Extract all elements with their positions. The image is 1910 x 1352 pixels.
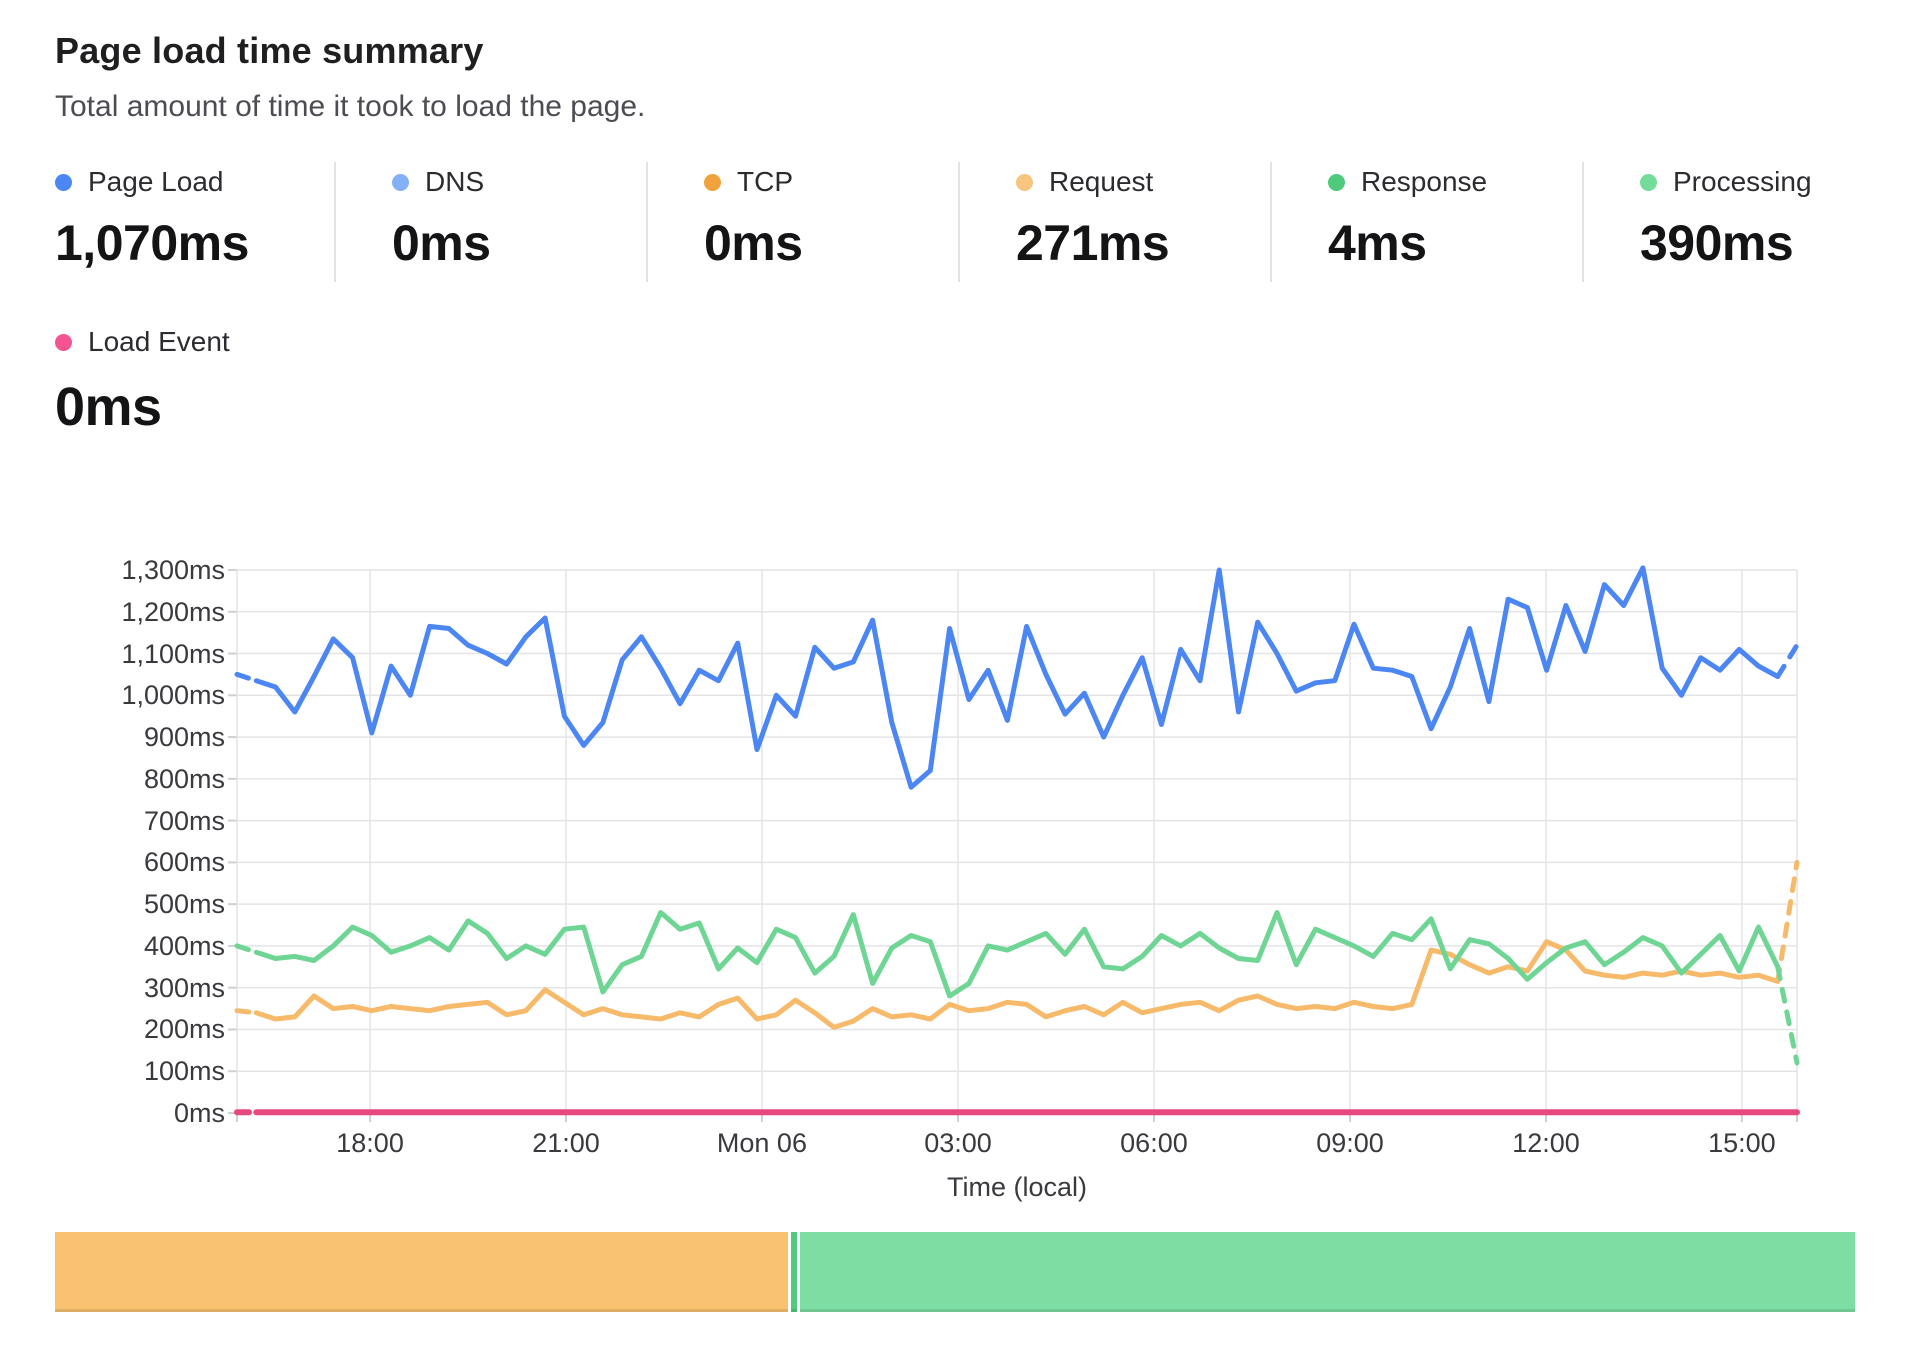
legend-stat-tcp[interactable]: TCP 0ms (646, 162, 958, 282)
y-tick-label: 600ms (143, 847, 225, 878)
chart-plot-area[interactable] (228, 565, 1800, 1122)
bar-segment-response-share (790, 1232, 797, 1312)
legend-stats-row-2: Load Event 0ms (55, 322, 1910, 448)
bar-segment-request-share (55, 1232, 788, 1312)
x-tick-label: 06:00 (1120, 1128, 1188, 1158)
x-tick-label: Mon 06 (716, 1128, 807, 1158)
load-event-dot (55, 333, 72, 351)
x-tick-label: 12:00 (1512, 1128, 1580, 1158)
y-tick-label: 1,300ms (121, 555, 225, 585)
bar-segment-processing-share (799, 1232, 1855, 1312)
chart-gridlines (228, 569, 1798, 1122)
y-tick-label: 500ms (143, 889, 225, 920)
legend-stats-row: Page Load 1,070ms DNS 0ms TCP 0ms Reques… (55, 162, 1910, 282)
legend-stat-dns[interactable]: DNS 0ms (334, 162, 646, 282)
tcp-dot (704, 173, 721, 191)
legend-stat-request[interactable]: Request 271ms (958, 162, 1270, 282)
stat-value: 1,070ms (55, 215, 249, 271)
y-tick-label: 100ms (143, 1056, 225, 1087)
y-tick-label: 200ms (143, 1014, 225, 1045)
x-tick-label: 21:00 (532, 1128, 600, 1158)
request-dot (1016, 173, 1033, 191)
stat-label: DNS (425, 166, 485, 197)
y-tick-label: 400ms (143, 930, 225, 961)
y-tick-label: 0ms (173, 1098, 225, 1128)
x-tick-label: 15:00 (1708, 1128, 1776, 1158)
legend-stat-load-event[interactable]: Load Event 0ms (55, 322, 240, 448)
x-tick-label: 09:00 (1316, 1128, 1384, 1158)
page-load-dot (55, 173, 72, 191)
x-tick-label: 18:00 (336, 1128, 404, 1158)
y-tick-label: 800ms (143, 763, 225, 794)
stat-label: Load Event (88, 326, 230, 357)
processing-dot (1640, 173, 1657, 191)
x-tick-label: 03:00 (924, 1128, 992, 1158)
page-title: Page load time summary (55, 30, 484, 71)
y-tick-label: 1,200ms (121, 596, 225, 627)
stat-value: 4ms (1328, 215, 1427, 271)
processing-line (234, 910, 1800, 1066)
stat-label: Request (1049, 166, 1154, 197)
stat-value: 0ms (55, 377, 162, 437)
header: Page load time summary Total amount of t… (55, 30, 1910, 124)
stat-label: Response (1361, 166, 1488, 197)
bar-segment-gap (796, 1232, 800, 1312)
dns-dot (392, 173, 409, 191)
y-tick-label: 1,000ms (121, 680, 225, 711)
stat-value: 0ms (704, 215, 803, 271)
stat-value: 271ms (1016, 215, 1170, 271)
stat-value: 390ms (1640, 215, 1794, 271)
y-tick-label: 1,100ms (121, 638, 225, 669)
page-load-line (234, 565, 1800, 790)
x-axis-title: Time (local) (946, 1172, 1087, 1202)
stat-label: TCP (737, 166, 793, 197)
y-tick-label: 300ms (143, 972, 225, 1003)
stat-label: Processing (1673, 166, 1812, 197)
legend-stat-page-load[interactable]: Page Load 1,070ms (55, 162, 334, 282)
legend-stat-processing[interactable]: Processing 390ms (1582, 162, 1894, 282)
stat-value: 0ms (392, 215, 491, 271)
legend-stat-response[interactable]: Response 4ms (1270, 162, 1582, 282)
response-dot (1328, 173, 1345, 191)
stat-label: Page Load (88, 166, 224, 197)
y-tick-label: 900ms (143, 722, 225, 753)
bar-segment-gap (787, 1232, 791, 1312)
request-line (234, 859, 1800, 1030)
page-subtitle: Total amount of time it took to load the… (55, 90, 646, 123)
y-tick-label: 700ms (143, 805, 225, 836)
timing-breakdown-bar (55, 1232, 1855, 1312)
